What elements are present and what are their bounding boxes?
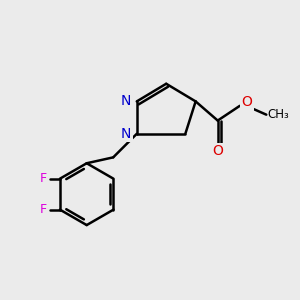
- Text: F: F: [40, 203, 47, 216]
- Text: F: F: [40, 172, 47, 185]
- Text: O: O: [241, 95, 252, 109]
- Text: N: N: [121, 94, 131, 108]
- Text: N: N: [121, 127, 131, 141]
- Text: CH₃: CH₃: [268, 108, 289, 121]
- Text: O: O: [212, 145, 223, 158]
